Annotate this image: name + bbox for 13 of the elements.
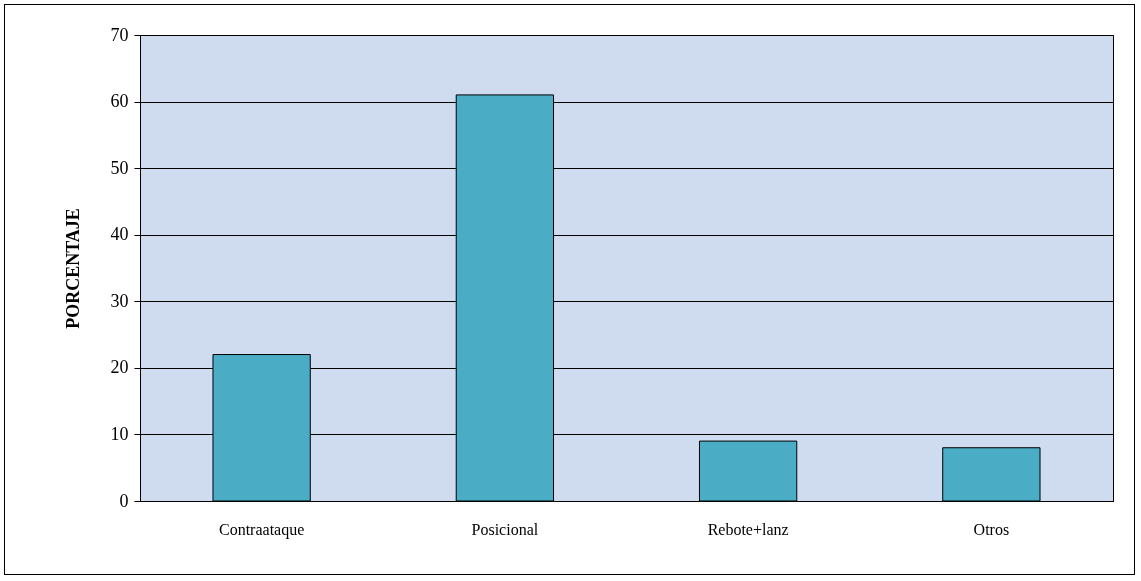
x-tick-label: Posicional xyxy=(471,520,539,538)
y-tick-label: 0 xyxy=(119,490,129,511)
x-tick-label: Rebote+lanz xyxy=(707,520,789,538)
y-axis-title: PORCENTAJE xyxy=(62,208,83,329)
x-tick-label: Otros xyxy=(973,520,1010,538)
y-tick-label: 10 xyxy=(110,423,129,444)
x-tick-label: Contraataque xyxy=(218,520,305,539)
y-tick-label: 30 xyxy=(110,290,129,311)
y-tick-label: 70 xyxy=(110,24,129,45)
y-tick-label: 50 xyxy=(110,157,129,178)
y-tick-label: 60 xyxy=(110,91,129,112)
y-tick-label: 20 xyxy=(110,357,129,378)
y-tick-label: 40 xyxy=(110,224,129,245)
